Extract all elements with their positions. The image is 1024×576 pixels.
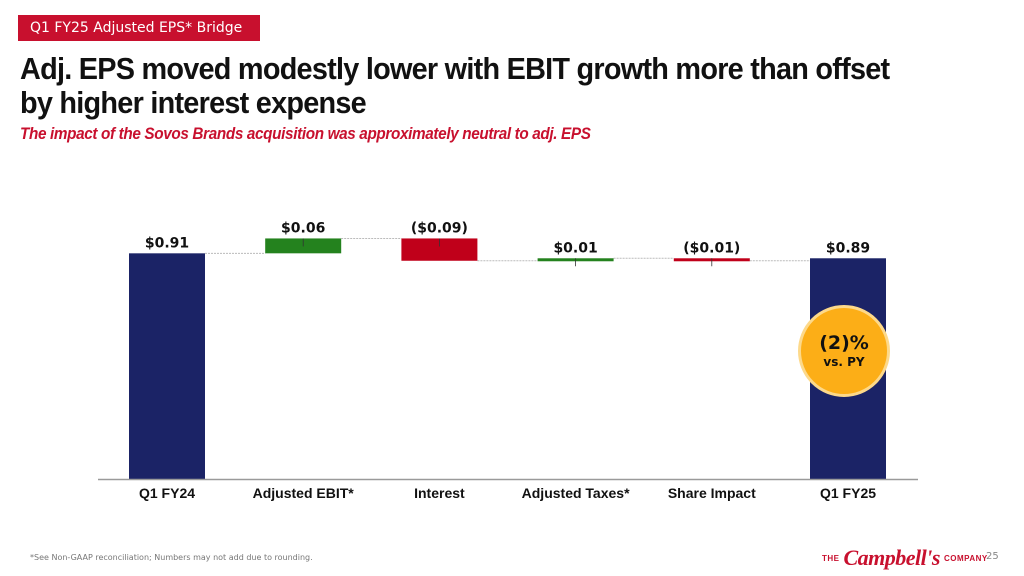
category-label: Q1 FY24 — [139, 485, 195, 501]
logo-brand: Campbell's — [843, 545, 941, 570]
slide-subtitle: The impact of the Sovos Brands acquisiti… — [20, 124, 591, 143]
logo-suffix: COMPANY — [943, 553, 988, 563]
footnote: *See Non-GAAP reconciliation; Numbers ma… — [30, 553, 313, 562]
section-tag: Q1 FY25 Adjusted EPS* Bridge — [18, 15, 260, 41]
page-number: 25 — [986, 551, 999, 562]
badge-value: (2)% — [819, 332, 869, 354]
value-labels: $0.91 $0.06 ($0.09) $0.01 ($0.01) $0.89 — [145, 220, 870, 256]
value-label: $0.89 — [826, 240, 870, 256]
category-label: Share Impact — [668, 485, 756, 501]
category-labels: Q1 FY24 Adjusted EBIT* Interest Adjusted Ta… — [139, 485, 876, 501]
bar-q1-fy24 — [129, 253, 205, 479]
value-label: $0.01 — [553, 240, 597, 256]
value-label: $0.06 — [281, 220, 325, 236]
value-label: ($0.09) — [411, 220, 468, 236]
category-label: Adjusted Taxes* — [522, 485, 630, 501]
value-label: ($0.01) — [683, 240, 740, 256]
slide-title: Adj. EPS moved modestly lower with EBIT … — [20, 51, 890, 120]
category-label: Adjusted EBIT* — [253, 485, 355, 501]
yoy-change-badge: (2)% vs. PY — [798, 305, 890, 397]
connector-lines — [205, 237, 810, 262]
category-label: Q1 FY25 — [820, 485, 876, 501]
logo-prefix: THE — [822, 553, 840, 563]
bars — [129, 238, 886, 479]
value-label: $0.91 — [145, 235, 189, 251]
company-logo: THE Campbell's COMPANY — [822, 545, 988, 571]
bar-interest — [401, 238, 478, 261]
badge-caption: vs. PY — [823, 355, 865, 369]
category-label: Interest — [414, 485, 465, 501]
